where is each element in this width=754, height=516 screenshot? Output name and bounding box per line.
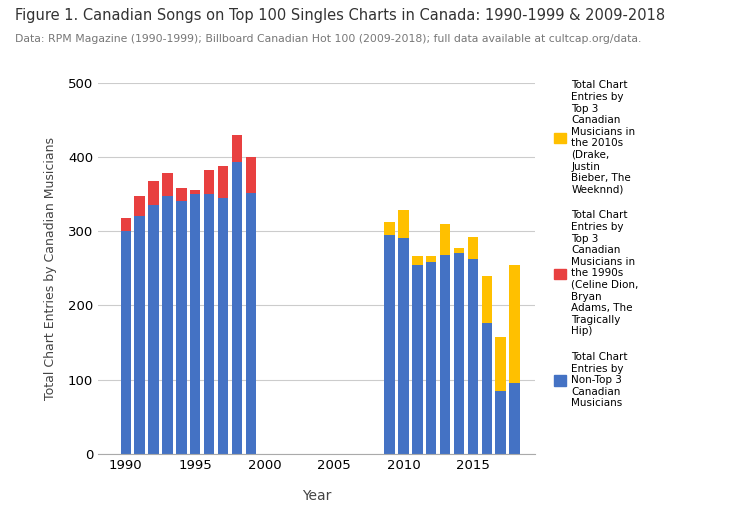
Bar bbox=[398, 209, 409, 238]
Bar bbox=[134, 216, 145, 454]
Bar bbox=[412, 265, 422, 454]
Bar bbox=[385, 222, 395, 235]
Bar bbox=[176, 188, 186, 201]
Bar bbox=[204, 194, 214, 454]
Bar bbox=[231, 162, 242, 454]
Bar bbox=[509, 265, 520, 383]
Bar bbox=[482, 322, 492, 454]
Bar bbox=[218, 198, 228, 454]
Bar bbox=[246, 192, 256, 454]
Bar bbox=[176, 201, 186, 454]
Bar bbox=[440, 224, 450, 255]
Bar bbox=[162, 173, 173, 196]
Bar bbox=[246, 157, 256, 192]
Legend: Total Chart
Entries by
Top 3
Canadian
Musicians in
the 2010s
(Drake,
Justin
Bieb: Total Chart Entries by Top 3 Canadian Mu… bbox=[553, 80, 639, 408]
Bar bbox=[454, 248, 464, 253]
X-axis label: Year: Year bbox=[302, 489, 331, 503]
Bar bbox=[467, 259, 478, 454]
Bar bbox=[495, 336, 506, 391]
Y-axis label: Total Chart Entries by Canadian Musicians: Total Chart Entries by Canadian Musician… bbox=[44, 137, 57, 400]
Bar bbox=[482, 277, 492, 322]
Bar bbox=[218, 166, 228, 198]
Bar bbox=[385, 235, 395, 454]
Bar bbox=[231, 135, 242, 162]
Bar bbox=[509, 383, 520, 454]
Bar bbox=[412, 256, 422, 265]
Bar bbox=[121, 231, 131, 454]
Text: Data: RPM Magazine (1990-1999); Billboard Canadian Hot 100 (2009-2018); full dat: Data: RPM Magazine (1990-1999); Billboar… bbox=[15, 34, 642, 43]
Bar bbox=[134, 196, 145, 216]
Bar bbox=[190, 194, 201, 454]
Bar bbox=[495, 391, 506, 454]
Bar bbox=[440, 255, 450, 454]
Bar bbox=[121, 218, 131, 231]
Bar bbox=[190, 190, 201, 194]
Bar bbox=[162, 196, 173, 454]
Bar bbox=[149, 205, 159, 454]
Bar bbox=[454, 253, 464, 454]
Bar bbox=[149, 182, 159, 205]
Bar bbox=[467, 237, 478, 259]
Text: Figure 1. Canadian Songs on Top 100 Singles Charts in Canada: 1990-1999 & 2009-2: Figure 1. Canadian Songs on Top 100 Sing… bbox=[15, 8, 665, 23]
Bar bbox=[426, 262, 437, 454]
Bar bbox=[426, 256, 437, 262]
Bar bbox=[398, 238, 409, 454]
Bar bbox=[204, 170, 214, 194]
